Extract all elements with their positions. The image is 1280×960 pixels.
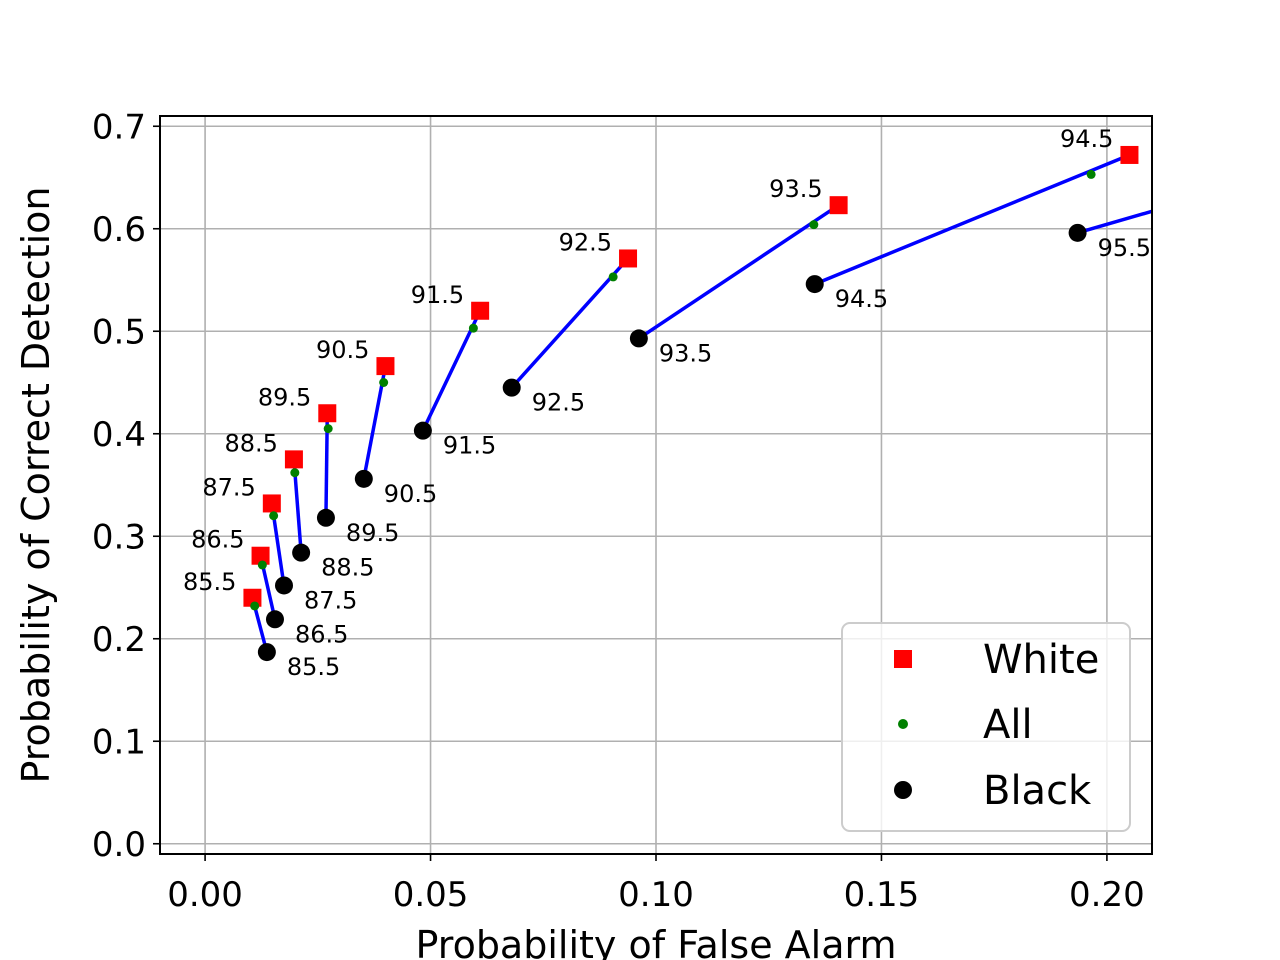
all-marker: [290, 468, 300, 478]
black-point-label: 92.5: [532, 389, 585, 417]
white-marker: [318, 404, 337, 423]
connector-line: [510, 257, 630, 389]
black-point-label: 87.5: [304, 586, 357, 614]
white-point-label: 86.5: [191, 526, 244, 554]
black-marker: [257, 643, 276, 662]
all-marker: [323, 424, 333, 434]
x-tick-label: 0.15: [844, 875, 920, 915]
black-point-label: 91.5: [443, 432, 496, 460]
legend-all-marker: [898, 719, 908, 729]
y-tick-label: 0.7: [92, 107, 146, 147]
white-point-label: 87.5: [202, 473, 255, 501]
gridlines: [160, 116, 1152, 854]
white-point-label: 91.5: [411, 281, 464, 309]
all-marker: [608, 272, 618, 282]
y-tick-label: 0.1: [92, 722, 146, 762]
white-marker: [619, 249, 638, 268]
legend-white-marker: [894, 650, 912, 668]
white-point-label: 93.5: [769, 175, 822, 203]
x-tick-label: 0.10: [618, 875, 694, 915]
black-point-label: 90.5: [384, 480, 437, 508]
all-marker: [257, 560, 267, 570]
white-marker: [376, 357, 395, 376]
black-marker: [502, 378, 521, 397]
white-point-label: 85.5: [183, 568, 236, 596]
legend: White All Black: [841, 622, 1131, 832]
black-marker: [275, 576, 293, 595]
legend-white-label: White: [983, 637, 1099, 683]
connector-line: [637, 203, 840, 340]
black-marker: [629, 329, 648, 348]
white-marker: [829, 196, 848, 215]
white-point-label: 88.5: [224, 429, 277, 457]
x-tick-label: 0.20: [1069, 875, 1145, 915]
y-tick-label: 0.3: [92, 517, 146, 557]
y-tick-label: 0.2: [92, 620, 146, 660]
legend-black-marker: [894, 781, 912, 799]
white-marker: [1120, 145, 1139, 164]
connector-line: [814, 153, 1131, 286]
black-point-label: 93.5: [659, 339, 712, 367]
legend-all-label: All: [983, 702, 1033, 748]
black-point-label: 95.5: [1098, 234, 1151, 262]
black-marker: [1068, 223, 1087, 242]
all-marker: [809, 220, 819, 230]
plot-frame: [159, 115, 1153, 855]
white-point-label: 92.5: [559, 228, 612, 256]
black-point-label: 88.5: [321, 554, 374, 582]
white-point-label: 94.5: [1060, 125, 1113, 153]
x-tick-label: 0.05: [393, 875, 469, 915]
black-point-label: 86.5: [295, 620, 348, 648]
x-tick-label: 0.00: [167, 875, 243, 915]
white-point-label: 90.5: [316, 336, 369, 364]
legend-box: [841, 622, 1131, 832]
black-point-label: 89.5: [346, 519, 399, 547]
legend-black-label: Black: [983, 768, 1092, 814]
x-axis-title: Probability of False Alarm: [416, 923, 897, 960]
all-marker: [1086, 169, 1096, 179]
black-marker: [292, 543, 311, 562]
black-marker: [265, 610, 284, 629]
white-marker: [262, 494, 281, 513]
white-marker: [471, 301, 490, 320]
all-marker: [379, 378, 389, 387]
white-point-label: 89.5: [258, 383, 311, 411]
y-tick-label: 0.6: [92, 210, 146, 250]
white-marker: [251, 546, 270, 565]
all-marker: [269, 511, 279, 521]
black-marker: [316, 508, 335, 527]
all-marker: [468, 323, 478, 333]
black-point-label: 94.5: [835, 285, 888, 313]
all-marker: [250, 601, 260, 611]
black-marker: [354, 469, 373, 488]
black-point-label: 85.5: [287, 653, 340, 681]
y-axis-title: Probability of Correct Detection: [14, 186, 58, 783]
y-tick-label: 0.0: [92, 825, 146, 865]
y-tick-label: 0.4: [92, 415, 146, 455]
y-tick-label: 0.5: [92, 312, 146, 352]
black-marker: [413, 421, 432, 440]
white-marker: [284, 450, 303, 469]
axis-ticks: 0.00 0.05 0.10 0.15 0.20 0.0 0.1 0.2 0.3 0.4 0.5 0.…: [92, 107, 1145, 915]
black-marker: [805, 275, 824, 294]
point-labels: 85.586.587.588.589.590.591.592.593.594.5…: [183, 125, 1151, 681]
plot-area: [243, 145, 1152, 662]
